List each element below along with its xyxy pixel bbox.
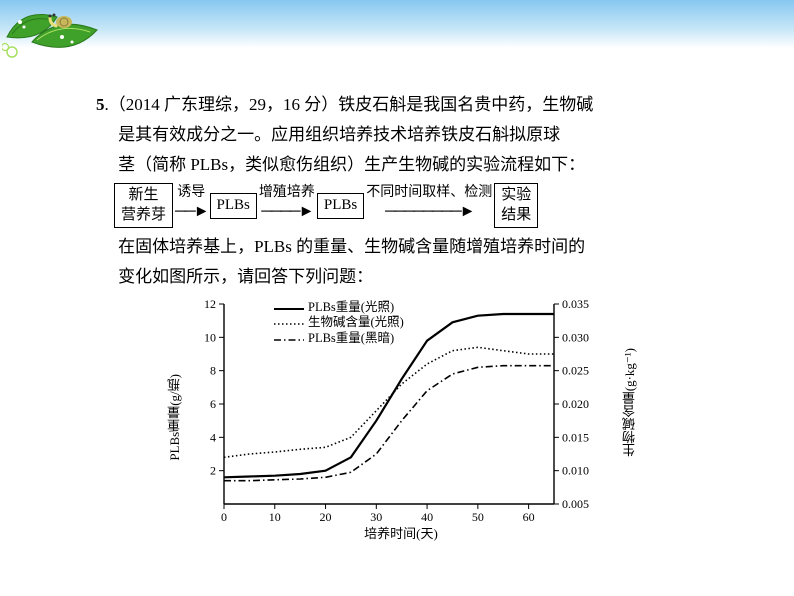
svg-text:0.010: 0.010 <box>562 463 589 477</box>
svg-text:50: 50 <box>472 510 484 524</box>
svg-text:12: 12 <box>204 297 216 311</box>
leaf-decoration <box>2 2 112 67</box>
intro-part2: 是其有效成分之一。应用组织培养技术培养铁皮石斛拟原球 <box>96 120 706 150</box>
svg-text:20: 20 <box>320 510 332 524</box>
svg-text:6: 6 <box>210 397 216 411</box>
svg-text:2: 2 <box>210 463 216 477</box>
legend-item-2: PLBs重量(黑暗) <box>308 331 394 347</box>
svg-text:0.020: 0.020 <box>562 397 589 411</box>
svg-text:60: 60 <box>523 510 535 524</box>
post-line2: 变化如图所示，请回答下列问题： <box>96 262 706 292</box>
intro-part1: 铁皮石斛是我国名贵中药，生物碱 <box>338 95 593 114</box>
question-intro-line1: 5.（2014 广东理综，29，16 分）铁皮石斛是我国名贵中药，生物碱 <box>96 90 706 120</box>
flow-diagram: 新生 营养芽 诱导──► PLBs 增殖培养────► PLBs 不同时间取样、… <box>114 183 706 228</box>
svg-text:0.030: 0.030 <box>562 330 589 344</box>
svg-text:0.005: 0.005 <box>562 497 589 511</box>
y2-axis-label: 生物碱含量(g·kg⁻¹) <box>619 348 642 456</box>
svg-text:10: 10 <box>204 330 216 344</box>
flow-arrow-1: 诱导──► <box>173 186 210 226</box>
svg-text:30: 30 <box>370 510 382 524</box>
svg-text:8: 8 <box>210 363 216 377</box>
svg-text:0.025: 0.025 <box>562 363 589 377</box>
question-content: 5.（2014 广东理综，29，16 分）铁皮石斛是我国名贵中药，生物碱 是其有… <box>96 90 706 544</box>
flow-box-1: 新生 营养芽 <box>114 183 173 228</box>
flow-box-2: PLBs <box>210 193 257 219</box>
legend-item-1: 生物碱含量(光照) <box>308 315 404 331</box>
question-source: （2014 广东理综，29，16 分） <box>109 95 339 114</box>
sky-banner <box>0 0 794 48</box>
svg-text:4: 4 <box>210 430 216 444</box>
post-line1: 在固体培养基上，PLBs 的重量、生物碱含量随增殖培养时间的 <box>96 232 706 262</box>
question-number: 5 <box>96 95 105 114</box>
flow-box-3: PLBs <box>317 193 364 219</box>
legend-item-0: PLBs重量(光照) <box>308 300 394 316</box>
flow-box-4: 实验 结果 <box>494 183 538 228</box>
chart-legend: PLBs重量(光照) 生物碱含量(光照) PLBs重量(黑暗) <box>274 300 404 347</box>
x-axis-label: 培养时间(天) <box>166 523 636 546</box>
svg-text:0: 0 <box>221 510 227 524</box>
svg-text:10: 10 <box>269 510 281 524</box>
svg-text:40: 40 <box>421 510 433 524</box>
flow-arrow-2: 增殖培养────► <box>257 186 317 226</box>
y1-axis-label: PLBs重量(g/瓶) <box>164 374 187 461</box>
svg-text:0.035: 0.035 <box>562 297 589 311</box>
flow-arrow-3: 不同时间取样、检测────────► <box>364 186 494 226</box>
svg-text:0.015: 0.015 <box>562 430 589 444</box>
chart: 0 10 20 30 40 50 60 2 4 6 8 10 12 0.005 0.010 0.015 0.02… <box>166 296 636 544</box>
intro-part3: 茎（简称 PLBs，类似愈伤组织）生产生物碱的实验流程如下： <box>96 150 706 180</box>
